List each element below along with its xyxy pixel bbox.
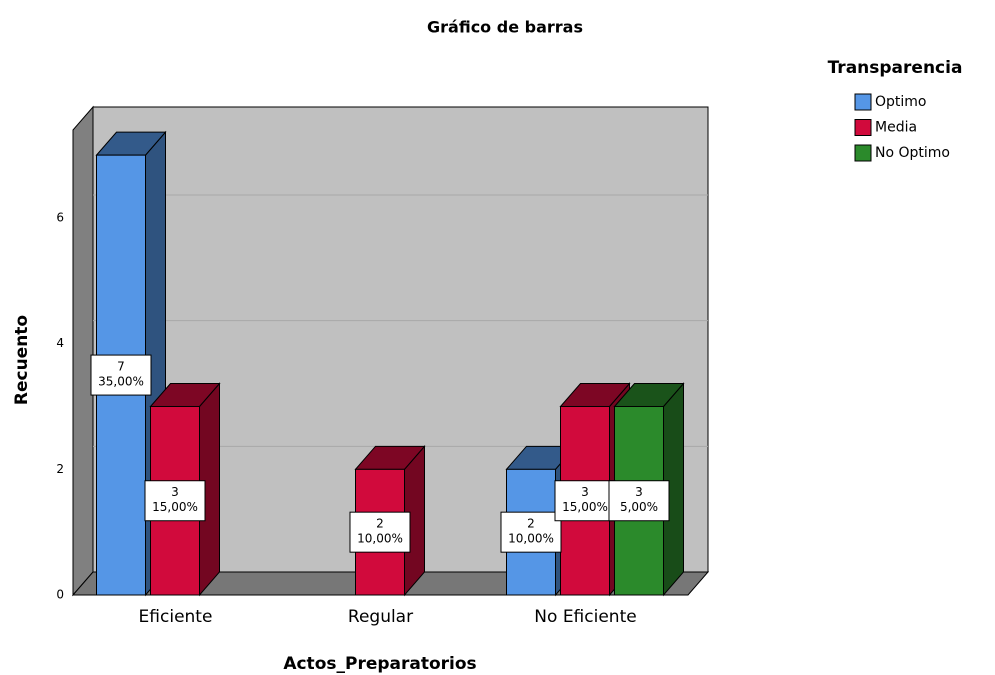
data-label-percent: 10,00% (508, 532, 554, 546)
data-label: 735,00% (90, 354, 152, 396)
left-wall (72, 105, 94, 597)
data-label: 35,00% (608, 480, 670, 522)
data-label-count: 3 (581, 485, 589, 499)
x-tick-label: No Eficiente (534, 607, 636, 627)
data-label-percent: 10,00% (357, 532, 403, 546)
y-tick-label: 0 (56, 588, 64, 602)
data-label-box (608, 480, 670, 522)
x-tick-label: Regular (348, 607, 413, 627)
data-label: 210,00% (500, 511, 562, 553)
data-label-box (144, 480, 206, 522)
legend-label: Media (875, 120, 917, 136)
data-label: 210,00% (349, 511, 411, 553)
x-tick-label: Eficiente (139, 607, 213, 627)
data-label-percent: 35,00% (98, 375, 144, 389)
data-label-count: 7 (117, 360, 125, 374)
y-tick-label: 4 (56, 336, 64, 350)
data-label-box (500, 511, 562, 553)
data-label-count: 2 (527, 517, 535, 531)
y-axis-label: Recuento (12, 315, 32, 405)
legend-swatch (854, 93, 872, 111)
data-label-box (554, 480, 616, 522)
data-label-box (90, 354, 152, 396)
legend-title: Transparencia (828, 58, 963, 78)
chart-title: Gráfico de barras (427, 18, 583, 37)
x-axis-label: Actos_Preparatorios (283, 654, 476, 674)
data-label-count: 3 (171, 485, 179, 499)
legend-swatch (854, 119, 872, 136)
data-label: 315,00% (144, 480, 206, 522)
legend-swatch (854, 144, 872, 162)
data-label-percent: 15,00% (152, 500, 198, 514)
y-tick-label: 2 (56, 462, 64, 476)
data-label-percent: 5,00% (620, 500, 658, 514)
y-tick-label: 6 (56, 210, 64, 224)
data-label: 315,00% (554, 480, 616, 522)
data-label-box (349, 511, 411, 553)
data-label-count: 2 (376, 517, 384, 531)
legend-label: No Optimo (875, 145, 950, 161)
data-label-count: 3 (635, 485, 643, 499)
data-label-percent: 15,00% (562, 500, 608, 514)
legend-label: Optimo (875, 94, 927, 110)
